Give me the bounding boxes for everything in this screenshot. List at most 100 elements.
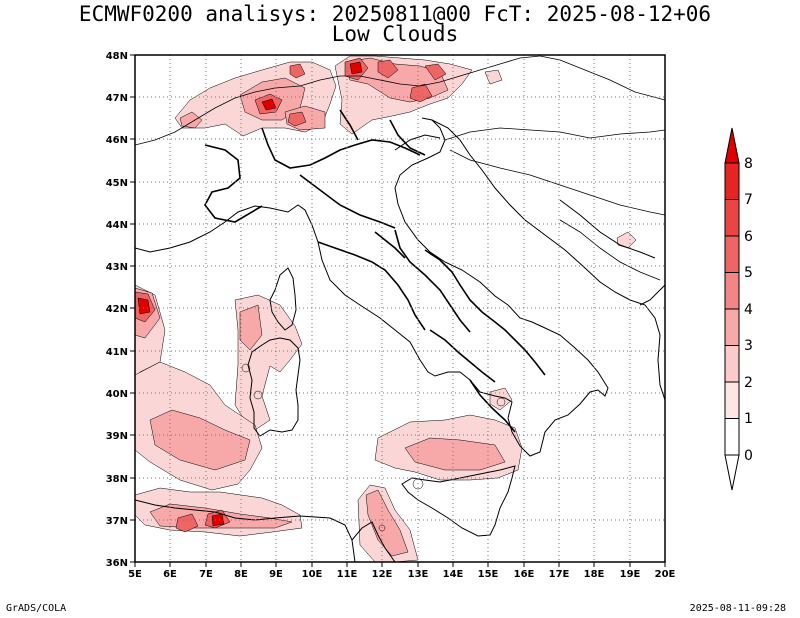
colorbar: [724, 127, 740, 491]
lat-label: 41N: [106, 347, 128, 358]
colorbar-label: 6: [744, 229, 753, 245]
cloud-peak-alps-5: [289, 63, 306, 79]
geography-lines: [135, 55, 665, 562]
country-border-balkans: [444, 127, 665, 141]
cloud-area-calabria-small: [489, 387, 513, 411]
lon-label: 5E: [128, 569, 142, 580]
colorbar-label: 3: [744, 338, 753, 354]
contour-ring: [496, 397, 506, 407]
lon-label: 17E: [549, 569, 570, 580]
country-border-east: [539, 55, 665, 101]
lat-label: 42N: [106, 304, 128, 315]
colorbar-arrow-top: [724, 127, 740, 164]
lon-labels: 5E 6E 7E 8E 9E 10E 11E 12E 13E 14E 15E 1…: [128, 569, 675, 580]
cloud-area-croatia: [616, 231, 637, 249]
lat-label: 45N: [106, 178, 128, 189]
colorbar-label: 8: [744, 156, 753, 172]
colorbar-label: 2: [744, 375, 753, 391]
colorbar-labels: 8 7 6 5 4 3 2 1 0: [744, 156, 753, 464]
lat-label: 47N: [106, 93, 128, 104]
colorbar-swatch: [724, 418, 740, 456]
footer-timestamp: 2025-08-11-09:28: [689, 603, 786, 614]
lon-label: 15E: [478, 569, 499, 580]
colorbar-label: 1: [744, 411, 753, 427]
cloud-core-sea-west: [149, 409, 251, 471]
region-border: [299, 174, 396, 229]
cloud-core-channel: [365, 489, 409, 557]
colorbar-swatch: [724, 162, 740, 200]
lat-label: 37N: [106, 516, 128, 527]
lon-label: 19E: [620, 569, 641, 580]
cloud-max-corsica: [137, 297, 151, 315]
lat-label: 40N: [106, 389, 128, 400]
region-border: [424, 249, 496, 323]
contour-ring: [241, 363, 251, 373]
colorbar-swatch: [724, 308, 740, 346]
lon-label: 10E: [302, 569, 323, 580]
cloud-peak-alps-6: [287, 111, 307, 127]
cloud-area-alps-small: [484, 69, 503, 85]
region-border: [469, 379, 516, 433]
lon-label: 9E: [269, 569, 283, 580]
colorbar-swatch: [724, 381, 740, 419]
lat-label: 38N: [106, 474, 128, 485]
region-borders: [204, 109, 546, 433]
contour-ring: [253, 390, 263, 400]
cloud-core-sicily-north: [404, 437, 506, 471]
country-border-inner: [449, 149, 665, 216]
lat-labels: 36N 37N 38N 39N 40N 41N 42N 43N 44N 45N …: [106, 51, 128, 569]
colorbar-label: 7: [744, 192, 753, 208]
lon-label: 11E: [337, 569, 358, 580]
lon-label: 16E: [514, 569, 535, 580]
cloud-max-algeria: [211, 513, 225, 527]
coastline-tunisia: [351, 521, 396, 562]
coastline-sardinia: [247, 337, 301, 437]
cloud-core-sardinia: [239, 304, 263, 351]
region-border: [394, 229, 471, 333]
lon-label: 8E: [234, 569, 248, 580]
footer-credit: GrADS/COLA: [6, 603, 67, 614]
region-border: [317, 241, 426, 331]
colorbar-label: 4: [744, 302, 753, 318]
lon-label: 13E: [408, 569, 429, 580]
coastline-balkans: [559, 199, 656, 259]
region-border: [204, 144, 263, 223]
colorbar-label: 5: [744, 265, 753, 281]
region-border: [374, 231, 406, 259]
lat-label: 46N: [106, 135, 128, 146]
lon-label: 6E: [163, 569, 177, 580]
coastline-corsica: [269, 267, 297, 331]
coastline-sicily: [401, 465, 516, 537]
lat-label: 36N: [106, 558, 128, 569]
chart-title: ECMWF0200 analisys: 20250811@00 FcT: 202…: [78, 2, 712, 26]
lat-label: 43N: [106, 262, 128, 273]
axis-ticks: [130, 54, 666, 567]
cloud-max-alps-2: [349, 61, 363, 75]
region-border: [429, 329, 496, 383]
chart-subtitle: Low Clouds: [331, 22, 459, 46]
country-border-south: [559, 219, 661, 281]
cloud-peak-alps-7: [424, 63, 447, 81]
colorbar-arrow-bottom: [724, 454, 740, 491]
lat-label: 44N: [106, 220, 128, 231]
coastline-adriatic-east: [431, 119, 665, 401]
coastline-alps-north: [394, 134, 441, 151]
region-border: [494, 321, 546, 376]
cloud-peak-alps-3: [377, 59, 399, 79]
lon-label: 14E: [443, 569, 464, 580]
colorbar-swatch: [724, 272, 740, 310]
colorbar-swatch: [724, 235, 740, 273]
colorbar-label: 0: [744, 448, 753, 464]
grid-lines: [135, 55, 665, 562]
colorbar-swatch: [724, 199, 740, 237]
colorbar-swatch: [724, 345, 740, 383]
coastline-west: [135, 117, 609, 457]
region-border: [261, 127, 421, 169]
region-border: [339, 109, 359, 141]
country-border-north: [135, 55, 541, 146]
lon-label: 7E: [199, 569, 213, 580]
coastline-ionian: [639, 284, 665, 306]
cloud-core-aosta: [179, 111, 203, 129]
lon-label: 18E: [584, 569, 605, 580]
